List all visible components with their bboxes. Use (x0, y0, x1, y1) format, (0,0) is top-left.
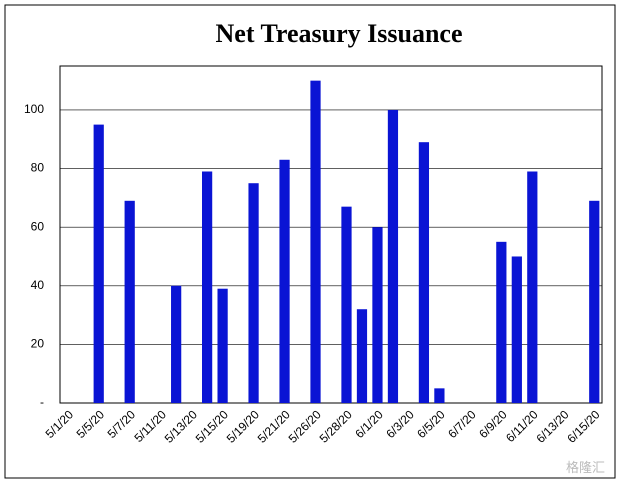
y-tick-label: 60 (31, 219, 45, 233)
bar (356, 309, 368, 403)
bar (511, 256, 522, 403)
bar (341, 206, 352, 403)
bar (418, 142, 430, 404)
y-tick-label: 40 (31, 278, 45, 292)
bar (527, 171, 538, 403)
y-tick-label: 20 (31, 337, 45, 351)
bar (496, 241, 507, 403)
bar (217, 288, 228, 403)
chart-title: Net Treasury Issuance (216, 19, 463, 48)
bar (93, 124, 104, 403)
y-tick-label: - (40, 395, 44, 409)
bar (248, 183, 259, 403)
bar (279, 159, 290, 403)
bar (589, 200, 600, 403)
bar (372, 227, 383, 403)
bar (434, 388, 445, 403)
bar (171, 285, 182, 403)
y-tick-label: 80 (31, 161, 45, 175)
bar (202, 171, 213, 403)
bar (310, 80, 321, 404)
bar (124, 200, 135, 403)
bar (387, 109, 399, 404)
y-tick-label: 100 (24, 102, 44, 116)
watermark: 格隆汇 (566, 460, 605, 475)
